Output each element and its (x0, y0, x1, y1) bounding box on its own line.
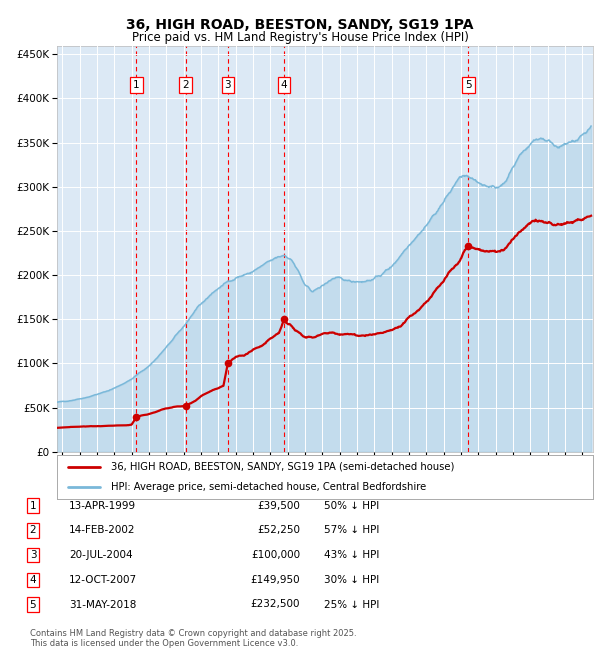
Text: 50% ↓ HPI: 50% ↓ HPI (324, 500, 379, 511)
Text: 2: 2 (182, 80, 189, 90)
Text: £232,500: £232,500 (251, 599, 300, 610)
Text: 31-MAY-2018: 31-MAY-2018 (69, 599, 136, 610)
Text: 5: 5 (465, 80, 472, 90)
Text: 3: 3 (224, 80, 231, 90)
Text: 25% ↓ HPI: 25% ↓ HPI (324, 599, 379, 610)
Text: 5: 5 (29, 599, 37, 610)
Text: 13-APR-1999: 13-APR-1999 (69, 500, 136, 511)
Text: 4: 4 (281, 80, 287, 90)
Text: £100,000: £100,000 (251, 550, 300, 560)
Text: 4: 4 (29, 575, 37, 585)
Text: 43% ↓ HPI: 43% ↓ HPI (324, 550, 379, 560)
Text: 30% ↓ HPI: 30% ↓ HPI (324, 575, 379, 585)
Text: 12-OCT-2007: 12-OCT-2007 (69, 575, 137, 585)
Text: £149,950: £149,950 (250, 575, 300, 585)
Text: 2: 2 (29, 525, 37, 536)
Text: 1: 1 (133, 80, 140, 90)
Text: HPI: Average price, semi-detached house, Central Bedfordshire: HPI: Average price, semi-detached house,… (110, 482, 426, 492)
Text: 36, HIGH ROAD, BEESTON, SANDY, SG19 1PA (semi-detached house): 36, HIGH ROAD, BEESTON, SANDY, SG19 1PA … (110, 462, 454, 472)
Text: 3: 3 (29, 550, 37, 560)
Text: 20-JUL-2004: 20-JUL-2004 (69, 550, 133, 560)
Text: 1: 1 (29, 500, 37, 511)
Text: 57% ↓ HPI: 57% ↓ HPI (324, 525, 379, 536)
Text: 36, HIGH ROAD, BEESTON, SANDY, SG19 1PA: 36, HIGH ROAD, BEESTON, SANDY, SG19 1PA (126, 18, 474, 32)
Text: £52,250: £52,250 (257, 525, 300, 536)
Text: Contains HM Land Registry data © Crown copyright and database right 2025.
This d: Contains HM Land Registry data © Crown c… (30, 629, 356, 648)
Text: Price paid vs. HM Land Registry's House Price Index (HPI): Price paid vs. HM Land Registry's House … (131, 31, 469, 44)
Text: 14-FEB-2002: 14-FEB-2002 (69, 525, 136, 536)
Text: £39,500: £39,500 (257, 500, 300, 511)
